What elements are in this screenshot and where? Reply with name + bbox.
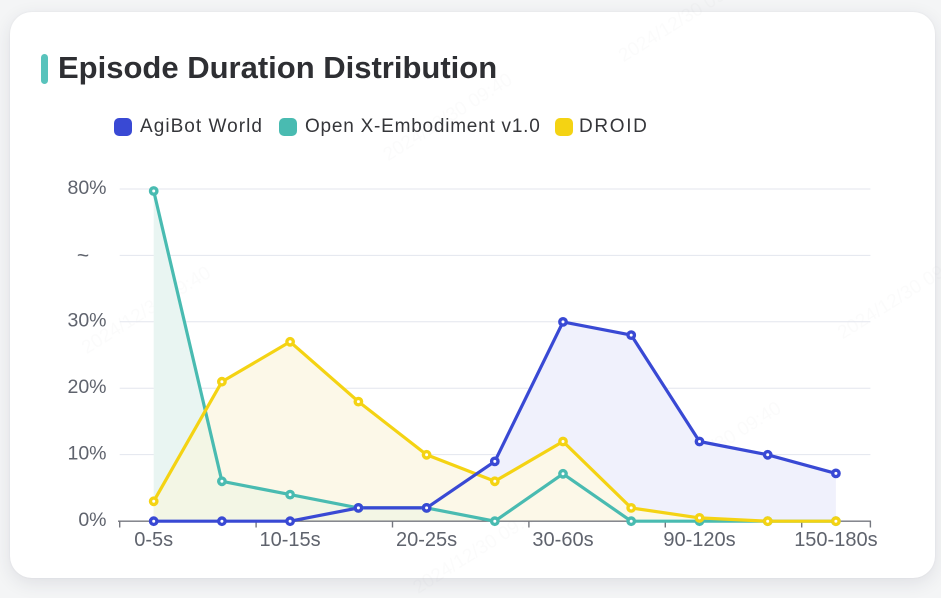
svg-text:~: ~ [77,245,89,268]
svg-text:2024/12/30 09:40: 2024/12/30 09:40 [834,248,941,344]
svg-text:2024/12/30 09:40: 2024/12/30 09:40 [380,69,517,165]
svg-text:20%: 20% [67,376,106,398]
svg-text:150-180s: 150-180s [794,529,877,551]
svg-text:10-15s: 10-15s [260,529,321,551]
svg-text:90-120s: 90-120s [663,529,735,551]
svg-text:10%: 10% [67,442,106,464]
svg-text:80%: 80% [67,177,106,199]
svg-text:30%: 30% [67,310,106,332]
svg-text:0%: 0% [78,509,106,531]
svg-text:30-60s: 30-60s [532,529,593,551]
svg-text:2024/12/30 09:40: 2024/12/30 09:40 [615,0,752,67]
svg-text:20-25s: 20-25s [396,529,457,551]
svg-text:0-5s: 0-5s [134,529,173,551]
